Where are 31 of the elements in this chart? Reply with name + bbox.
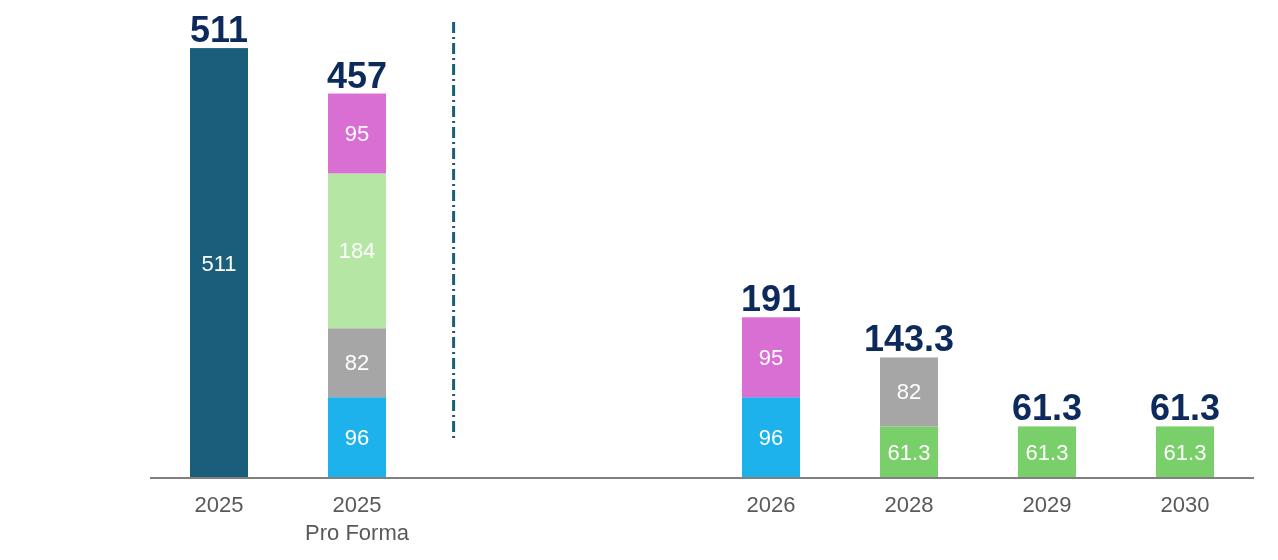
data-label: 184: [338, 238, 376, 264]
bar: [328, 173, 386, 329]
x-tick-label: 2026: [746, 492, 796, 517]
x-tick-label: 2028: [884, 492, 934, 517]
total-label: 457: [326, 54, 388, 96]
data-label: 82: [344, 350, 370, 376]
bar: [880, 357, 938, 427]
data-label: 95: [344, 120, 370, 146]
total-label: 191: [740, 278, 802, 320]
x-tick-label: 2025: [194, 492, 244, 517]
data-label: 61.3: [1163, 439, 1207, 465]
bar: [190, 48, 248, 478]
x-tick-label: 2030: [1160, 492, 1210, 517]
bar: [328, 397, 386, 478]
total-label: 143.3: [863, 318, 955, 360]
bar: [742, 317, 800, 398]
data-label: 61.3: [887, 439, 931, 465]
total-label: 511: [189, 9, 249, 51]
data-label: 95: [758, 344, 784, 370]
data-label: 96: [758, 425, 784, 451]
bar: [328, 93, 386, 174]
data-label: 61.3: [1025, 439, 1069, 465]
data-label: 82: [896, 379, 922, 405]
bar: [328, 328, 386, 398]
x-tick-label: 2025 Pro Forma: [305, 492, 410, 545]
total-label: 61.3: [1011, 387, 1083, 429]
data-label: 96: [344, 425, 370, 451]
data-label: 511: [201, 250, 237, 276]
total-label: 61.3: [1149, 387, 1221, 429]
x-tick-label: 2029: [1022, 492, 1072, 517]
bar: [742, 397, 800, 478]
